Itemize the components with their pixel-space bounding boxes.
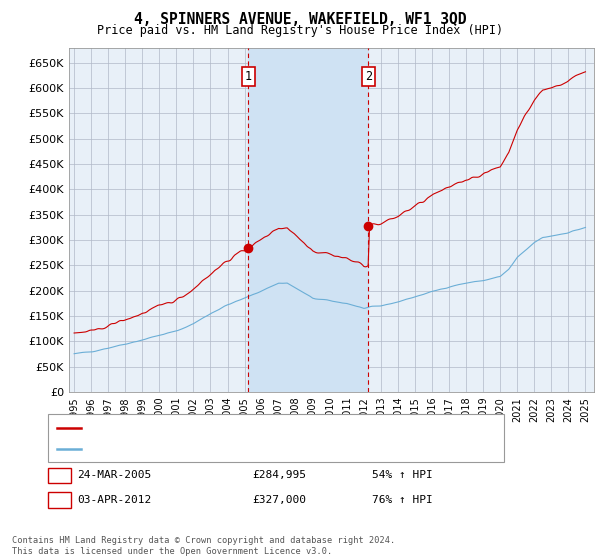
Text: 03-APR-2012: 03-APR-2012 [77,495,151,505]
Text: £284,995: £284,995 [252,470,306,480]
Text: 2: 2 [365,71,372,83]
Text: Price paid vs. HM Land Registry's House Price Index (HPI): Price paid vs. HM Land Registry's House … [97,24,503,36]
Text: 4, SPINNERS AVENUE, WAKEFIELD, WF1 3QD: 4, SPINNERS AVENUE, WAKEFIELD, WF1 3QD [134,12,466,27]
Text: 1: 1 [245,71,252,83]
Bar [248,48,368,392]
Text: 76% ↑ HPI: 76% ↑ HPI [372,495,433,505]
Text: 1: 1 [56,470,63,480]
Text: 24-MAR-2005: 24-MAR-2005 [77,470,151,480]
Text: 2: 2 [56,495,63,505]
Text: HPI: Average price, detached house, Wakefield: HPI: Average price, detached house, Wake… [84,444,365,454]
Text: £327,000: £327,000 [252,495,306,505]
Text: Contains HM Land Registry data © Crown copyright and database right 2024.
This d: Contains HM Land Registry data © Crown c… [12,536,395,556]
Text: 54% ↑ HPI: 54% ↑ HPI [372,470,433,480]
Text: 4, SPINNERS AVENUE, WAKEFIELD, WF1 3QD (detached house): 4, SPINNERS AVENUE, WAKEFIELD, WF1 3QD (… [84,423,428,433]
